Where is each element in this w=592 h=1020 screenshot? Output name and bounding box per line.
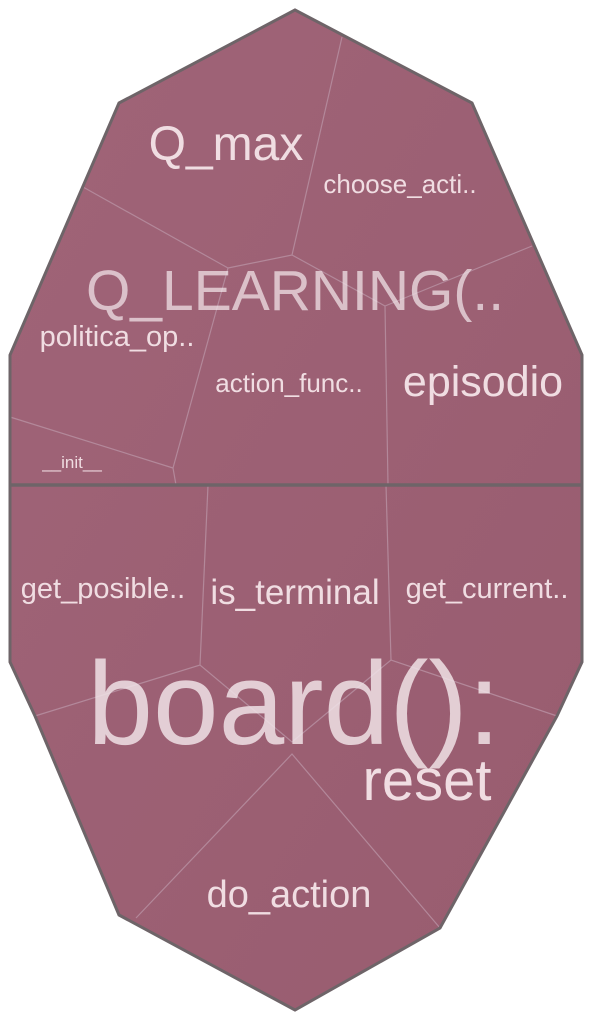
border-qmax-politica	[82, 186, 229, 269]
border-init	[9, 416, 174, 469]
border-terminal-current	[385, 484, 392, 661]
cell-label-get-posible: get_posible..	[21, 573, 185, 605]
treemap-outline	[10, 10, 582, 1010]
cell-label-is-terminal: is_terminal	[210, 573, 379, 612]
cell-label-reset: reset	[363, 748, 492, 813]
border-doaction	[135, 753, 441, 929]
border-center	[227, 245, 533, 307]
cell-label-choose-action: choose_acti..	[323, 169, 476, 199]
cell-label-get-current: get_current..	[406, 573, 569, 605]
board-cell-borders	[34, 484, 558, 929]
border-qmax-choose	[291, 36, 343, 256]
treemap-border	[8, 8, 584, 1012]
cell-label-init: __init__	[41, 453, 102, 472]
cell-label-politica-optima: politica_op..	[40, 321, 195, 353]
border-action-episodio	[384, 305, 389, 486]
q-learning-cell-borders	[9, 36, 533, 486]
group-label-board: board():	[87, 638, 500, 770]
cell-label-q-max: Q_max	[149, 118, 304, 171]
cell-label-action-function: action_func..	[215, 368, 362, 398]
group-label-q-learning: Q_LEARNING(..	[86, 259, 504, 323]
border-terminal-bottom	[34, 659, 558, 743]
cell-label-do-action: do_action	[207, 874, 372, 916]
border-posible-terminal	[199, 484, 209, 666]
cell-label-episodio: episodio	[403, 358, 563, 406]
